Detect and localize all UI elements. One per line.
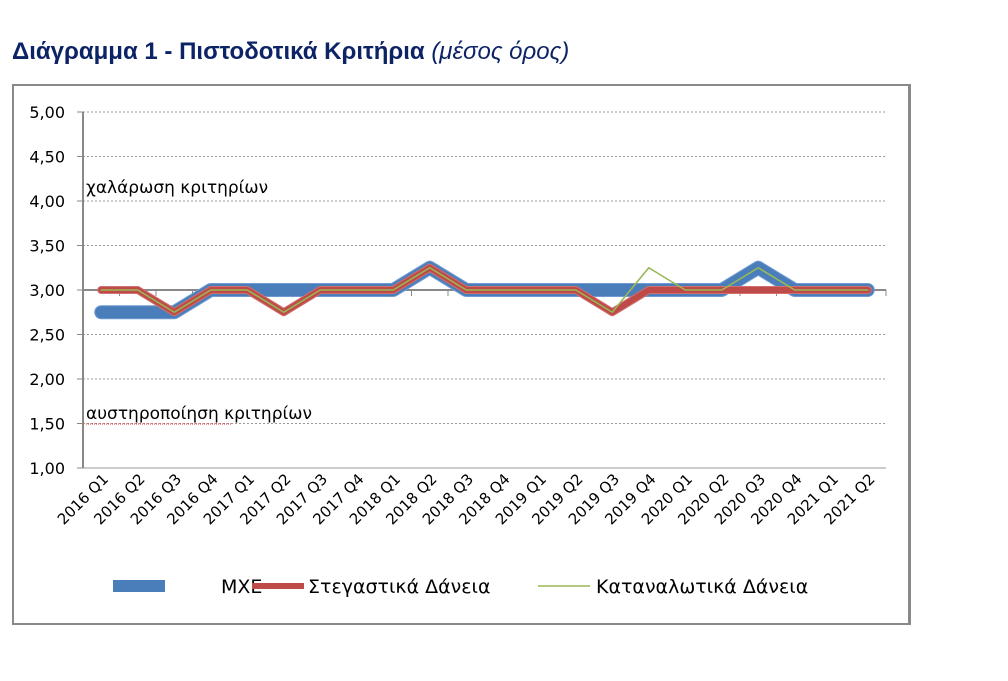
y-tick-label: 2,50 bbox=[29, 326, 65, 345]
y-tick-label: 4,00 bbox=[29, 192, 65, 211]
series-line-3 bbox=[100, 266, 869, 314]
legend-label: Καταναλωτικά Δάνεια bbox=[596, 576, 808, 598]
annotation-tightening: αυστηροποίηση κριτηρίων bbox=[86, 404, 312, 424]
y-tick-label: 3,50 bbox=[29, 237, 65, 256]
y-tick-label: 3,00 bbox=[29, 281, 65, 300]
chart-title: Διάγραμμα 1 - Πιστοδοτικά Κριτήρια (μέσο… bbox=[12, 38, 569, 66]
y-tick-label: 2,00 bbox=[29, 370, 65, 389]
legend-label: ΜΧΕ bbox=[221, 576, 262, 598]
y-tick-label: 1,50 bbox=[29, 415, 65, 434]
title-main: Διάγραμμα 1 - Πιστοδοτικά Κριτήρια bbox=[12, 38, 425, 65]
annotation-easing: χαλάρωση κριτηρίων bbox=[86, 178, 268, 198]
title-sub: (μέσος όρος) bbox=[431, 38, 570, 65]
y-tick-label: 4,50 bbox=[29, 148, 65, 167]
y-tick-label: 5,00 bbox=[29, 103, 65, 122]
legend-label: Στεγαστικά Δάνεια bbox=[308, 576, 491, 598]
y-tick-label: 1,00 bbox=[29, 459, 65, 478]
chart-frame bbox=[12, 84, 911, 625]
